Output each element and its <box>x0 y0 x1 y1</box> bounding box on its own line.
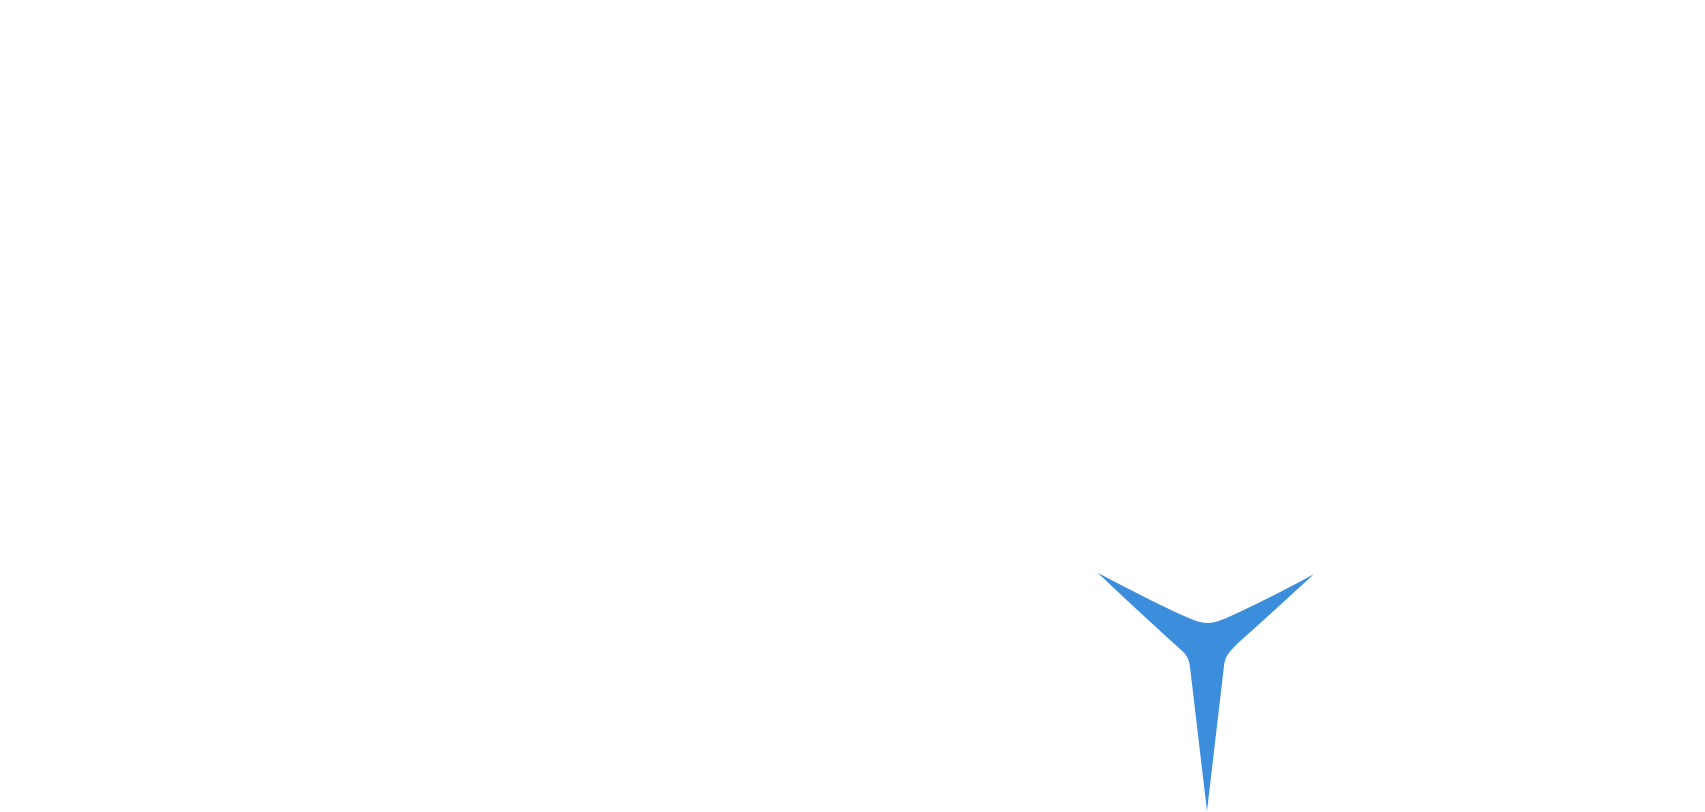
tri-blade-star-icon <box>1098 573 1314 811</box>
